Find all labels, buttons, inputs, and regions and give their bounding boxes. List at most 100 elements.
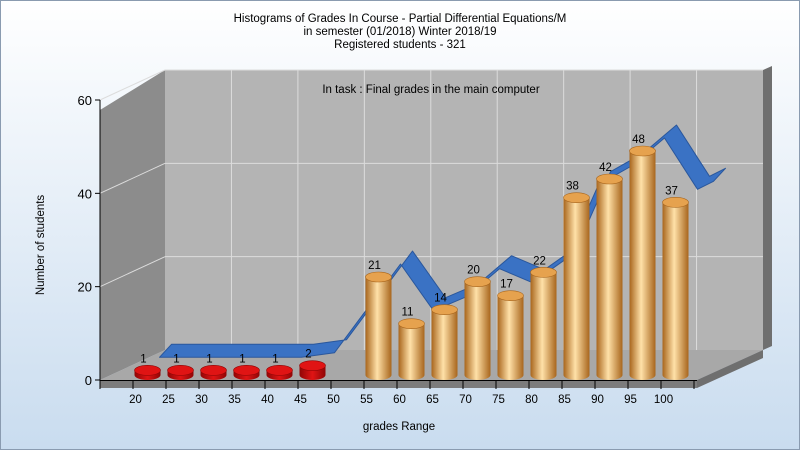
x-tick-label: 60 <box>393 394 406 406</box>
bar-65: 14 <box>431 293 458 380</box>
x-tick-label: 55 <box>360 394 373 406</box>
bar-85: 38 <box>563 181 590 380</box>
chart-title: Histograms of Grades In Course - Partial… <box>234 13 567 25</box>
y-tick-label: 20 <box>78 280 92 295</box>
grid-line-wall <box>99 162 166 194</box>
bar-95: 48 <box>629 134 656 380</box>
x-tick-label: 75 <box>492 394 505 406</box>
x-tick-label: 40 <box>261 394 274 406</box>
x-tick-label: 85 <box>558 394 571 406</box>
y-axis: 0 20 40 60 <box>78 93 101 388</box>
bar-40: 1 <box>266 353 293 380</box>
bar-cap <box>134 365 161 376</box>
x-tick-label: 30 <box>195 394 208 406</box>
x-tick-label: 25 <box>162 394 175 406</box>
grid-lines <box>99 69 763 350</box>
bar-body <box>497 295 524 380</box>
y-tick-label: 0 <box>85 373 92 388</box>
bar-body <box>431 309 458 380</box>
chart-annotation: In task : Final grades in the main compu… <box>322 84 539 96</box>
x-tick-label: 65 <box>426 394 439 406</box>
bar-cap <box>365 271 392 283</box>
y-tick-label: 40 <box>78 186 92 201</box>
bar-value-label: 1 <box>206 353 212 365</box>
bar-body <box>464 281 491 380</box>
bar-cap <box>464 276 491 287</box>
bar-100: 37 <box>662 185 689 380</box>
bar-body <box>629 151 656 380</box>
bar-value-label: 22 <box>533 255 546 267</box>
bar-body <box>596 179 623 380</box>
chart-subtitle: in semester (01/2018) Winter 2018/19 <box>303 26 496 38</box>
bar-20: 1 <box>134 353 161 380</box>
bar-value-label: 17 <box>500 279 513 291</box>
bar-cap <box>530 267 557 278</box>
bar-value-label: 20 <box>467 265 480 277</box>
chart-floor-front <box>100 380 697 388</box>
bar-cap <box>596 173 623 185</box>
bar-value-label: 1 <box>272 353 278 365</box>
bar-cap <box>200 365 227 376</box>
bar-25: 1 <box>167 353 194 380</box>
bar-value-label: 48 <box>632 134 645 146</box>
x-tick-label: 70 <box>459 394 472 406</box>
bar-value-label: 1 <box>140 353 146 365</box>
bar-60: 11 <box>398 307 425 380</box>
x-axis-label: grades Range <box>363 421 435 433</box>
bar-cap <box>431 304 458 315</box>
bar-cap <box>299 360 326 371</box>
bar-55: 21 <box>365 260 392 380</box>
x-tick-label: 100 <box>654 394 673 406</box>
x-tick-label: 35 <box>228 394 241 406</box>
bar-80: 22 <box>530 255 557 380</box>
x-tick-label: 50 <box>327 394 340 406</box>
bar-value-label: 2 <box>305 349 311 361</box>
bar-value-label: 1 <box>173 353 179 365</box>
bar-cap <box>167 365 194 376</box>
trend-ribbon-band <box>159 124 726 358</box>
bar-45: 2 <box>299 349 326 380</box>
x-tick-label: 80 <box>525 394 538 406</box>
bar-body <box>530 272 557 380</box>
bar-cap <box>398 318 425 329</box>
bar-cap <box>662 197 689 208</box>
y-tick-label: 60 <box>78 93 92 108</box>
grid-line-wall <box>99 256 166 288</box>
bar-body <box>398 323 425 380</box>
grid-line-wall <box>99 69 166 101</box>
x-tick-label: 20 <box>129 394 142 406</box>
bar-value-label: 37 <box>665 185 678 197</box>
bar-75: 17 <box>497 279 524 380</box>
bar-body <box>563 197 590 380</box>
bar-cap <box>629 145 656 157</box>
bar-body <box>662 202 689 380</box>
chart-subtitle-2: Registered students - 321 <box>334 39 466 51</box>
bar-value-label: 38 <box>566 181 579 193</box>
x-axis: 20 25 30 35 40 45 50 55 60 65 70 75 80 85 90 95 100 <box>99 380 697 406</box>
bar-value-label: 11 <box>402 307 414 319</box>
right-wall-edge <box>763 66 772 350</box>
x-tick-label: 95 <box>624 394 637 406</box>
bar-value-label: 14 <box>434 293 447 305</box>
y-axis-label: Number of students <box>35 195 47 296</box>
bar-body <box>365 277 392 380</box>
x-tick-label: 90 <box>591 394 604 406</box>
bar-35: 1 <box>233 353 260 380</box>
bar-value-label: 21 <box>368 260 381 272</box>
x-tick-label: 45 <box>294 394 307 406</box>
chart-floor-side <box>697 350 763 388</box>
bar-cap <box>563 192 590 203</box>
left-wall <box>100 70 165 380</box>
trend-ribbon <box>159 124 726 358</box>
bar-90: 42 <box>596 162 623 380</box>
bar-30: 1 <box>200 353 227 380</box>
bar-cap <box>233 365 260 376</box>
bar-cap <box>497 290 524 301</box>
bar-value-label: 1 <box>239 353 245 365</box>
bar-value-label: 42 <box>599 162 612 174</box>
bar-70: 20 <box>464 265 491 380</box>
bar-cap <box>266 365 293 376</box>
